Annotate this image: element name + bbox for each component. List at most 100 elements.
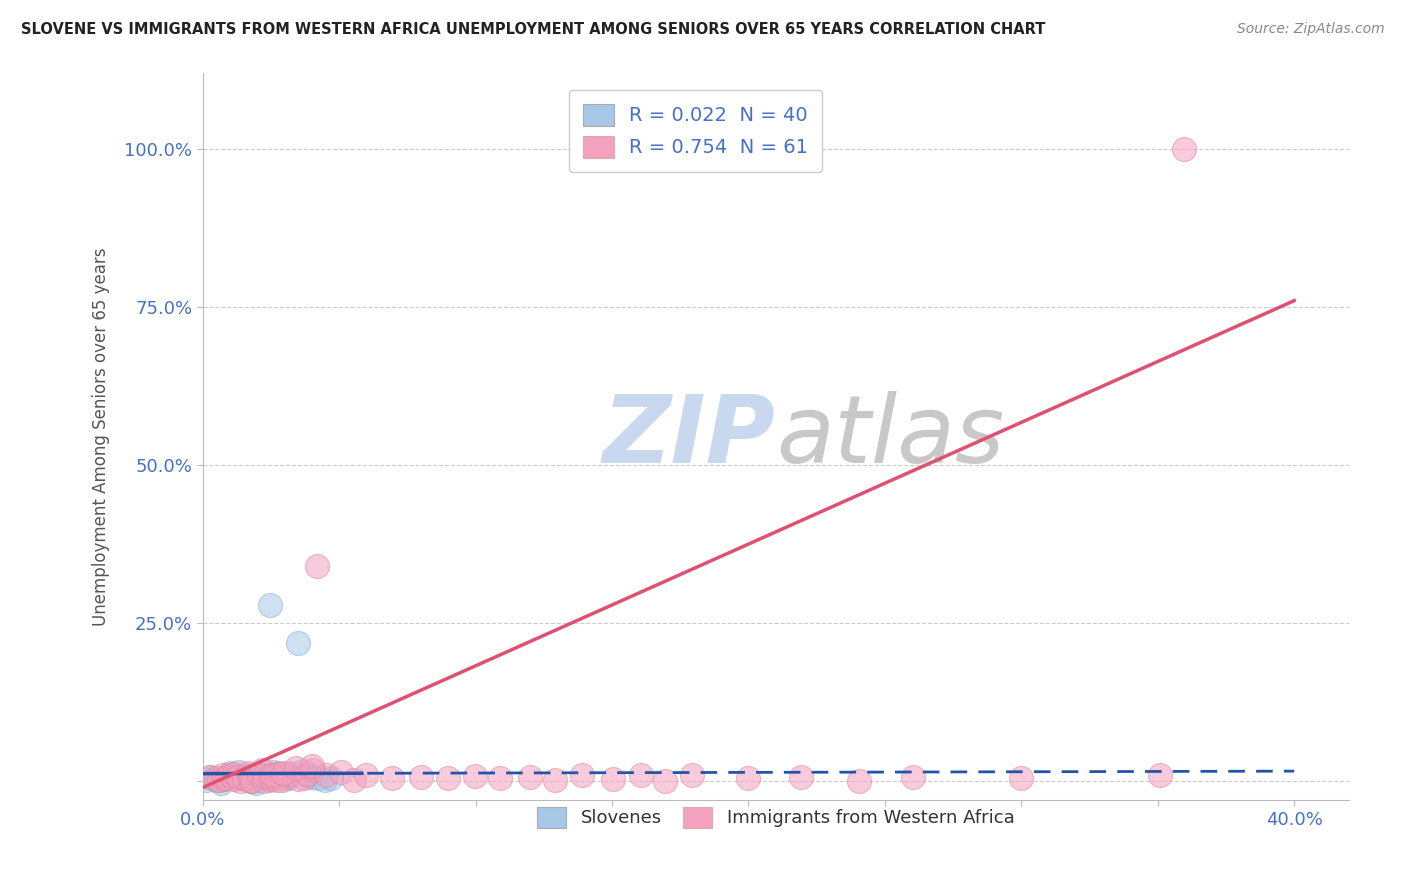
Point bbox=[381, 771, 404, 785]
Point bbox=[301, 770, 323, 784]
Point bbox=[239, 774, 262, 789]
Point bbox=[226, 770, 249, 784]
Point bbox=[235, 772, 257, 787]
Point bbox=[571, 768, 593, 782]
Text: SLOVENE VS IMMIGRANTS FROM WESTERN AFRICA UNEMPLOYMENT AMONG SENIORS OVER 65 YEA: SLOVENE VS IMMIGRANTS FROM WESTERN AFRIC… bbox=[21, 22, 1046, 37]
Point bbox=[285, 761, 308, 775]
Point bbox=[681, 768, 703, 782]
Point bbox=[252, 763, 274, 777]
Point bbox=[253, 769, 276, 783]
Point bbox=[848, 773, 870, 788]
Point bbox=[259, 772, 281, 786]
Point bbox=[247, 773, 270, 788]
Point bbox=[262, 765, 284, 780]
Point bbox=[209, 776, 232, 790]
Point bbox=[287, 772, 309, 786]
Point bbox=[218, 766, 240, 780]
Point bbox=[271, 769, 294, 783]
Point bbox=[1010, 771, 1032, 785]
Point bbox=[198, 770, 221, 784]
Point bbox=[281, 766, 304, 780]
Point bbox=[228, 765, 250, 780]
Point bbox=[259, 772, 281, 787]
Point bbox=[319, 771, 342, 785]
Point bbox=[205, 771, 228, 785]
Point bbox=[222, 772, 245, 787]
Point bbox=[238, 768, 260, 782]
Point bbox=[266, 770, 288, 784]
Point bbox=[302, 763, 325, 777]
Point bbox=[901, 771, 924, 785]
Text: Source: ZipAtlas.com: Source: ZipAtlas.com bbox=[1237, 22, 1385, 37]
Point bbox=[287, 636, 309, 650]
Point bbox=[297, 767, 319, 781]
Point bbox=[276, 772, 298, 786]
Point bbox=[489, 771, 512, 785]
Point bbox=[315, 767, 337, 781]
Point bbox=[253, 773, 276, 788]
Point bbox=[737, 772, 759, 786]
Point bbox=[215, 771, 238, 785]
Point bbox=[267, 766, 290, 780]
Text: atlas: atlas bbox=[776, 391, 1004, 482]
Point bbox=[260, 768, 283, 782]
Point bbox=[195, 772, 218, 787]
Point bbox=[277, 767, 299, 781]
Point bbox=[292, 771, 315, 785]
Point bbox=[544, 773, 567, 788]
Point bbox=[356, 768, 378, 782]
Point bbox=[654, 774, 676, 789]
Point bbox=[229, 774, 252, 789]
Point bbox=[519, 770, 541, 784]
Point bbox=[1173, 142, 1195, 156]
Point bbox=[247, 767, 270, 781]
Legend: Slovenes, Immigrants from Western Africa: Slovenes, Immigrants from Western Africa bbox=[530, 799, 1022, 835]
Point bbox=[297, 769, 319, 783]
Point bbox=[260, 771, 283, 785]
Point bbox=[243, 770, 266, 784]
Point bbox=[259, 598, 281, 612]
Point bbox=[222, 766, 245, 780]
Point bbox=[205, 772, 228, 787]
Point bbox=[463, 769, 485, 783]
Point bbox=[209, 772, 232, 787]
Point bbox=[232, 771, 254, 785]
Point bbox=[236, 770, 259, 784]
Point bbox=[277, 771, 299, 785]
Point bbox=[263, 766, 285, 780]
Point bbox=[291, 764, 314, 778]
Point bbox=[262, 769, 284, 783]
Point bbox=[314, 772, 336, 787]
Point bbox=[330, 764, 353, 779]
Point bbox=[630, 768, 652, 782]
Point bbox=[200, 770, 222, 784]
Point bbox=[274, 770, 297, 784]
Point bbox=[207, 773, 229, 788]
Point bbox=[271, 773, 294, 788]
Point bbox=[790, 770, 813, 784]
Point bbox=[301, 758, 323, 772]
Point bbox=[249, 770, 271, 784]
Point bbox=[239, 768, 262, 782]
Point bbox=[307, 559, 329, 574]
Text: ZIP: ZIP bbox=[603, 391, 776, 483]
Point bbox=[212, 772, 235, 786]
Point bbox=[224, 770, 246, 784]
Point bbox=[228, 769, 250, 783]
Point bbox=[274, 768, 297, 782]
Point bbox=[236, 766, 259, 780]
Point bbox=[211, 768, 233, 782]
Point bbox=[437, 771, 460, 785]
Point bbox=[307, 771, 329, 785]
Point bbox=[256, 768, 278, 782]
Point bbox=[1149, 768, 1171, 782]
Point bbox=[271, 765, 294, 780]
Point bbox=[214, 772, 236, 786]
Point bbox=[226, 771, 249, 785]
Point bbox=[266, 772, 288, 787]
Point bbox=[240, 771, 263, 785]
Point bbox=[602, 772, 624, 786]
Point bbox=[343, 773, 366, 788]
Point bbox=[242, 774, 264, 789]
Y-axis label: Unemployment Among Seniors over 65 years: Unemployment Among Seniors over 65 years bbox=[93, 247, 110, 626]
